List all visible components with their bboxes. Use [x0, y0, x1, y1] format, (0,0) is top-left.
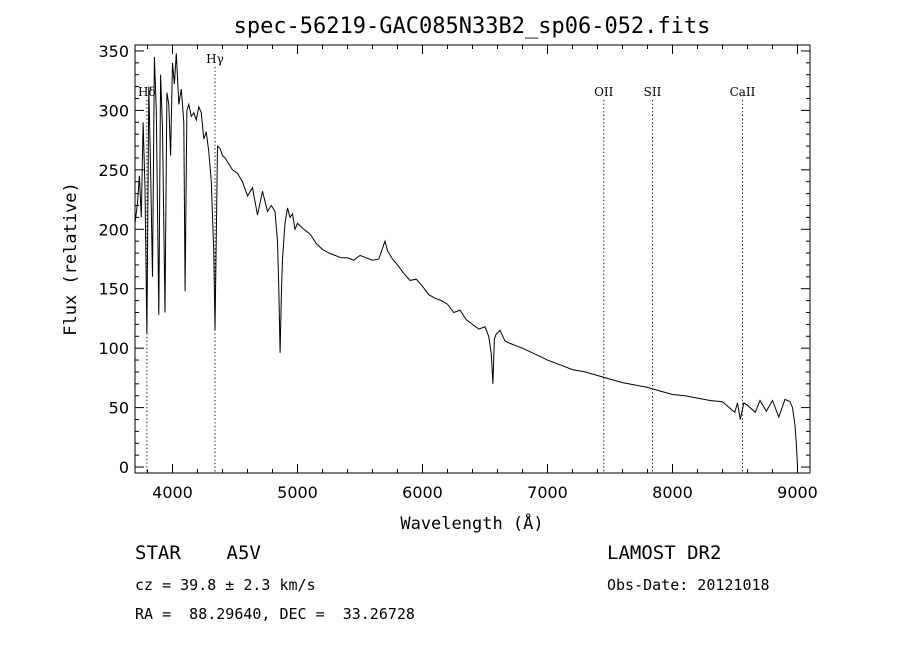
- redshift-info: cz = 39.8 ± 2.3 km/s: [135, 576, 316, 594]
- line-marker-label: SII: [644, 85, 662, 99]
- coordinates: RA = 88.29640, DEC = 33.26728: [135, 605, 415, 623]
- line-marker-label: OII: [594, 85, 614, 99]
- x-tick-label: 8000: [652, 483, 693, 502]
- obs-date: Obs-Date: 20121018: [607, 576, 770, 594]
- x-tick-label: 6000: [402, 483, 443, 502]
- x-tick-label: 4000: [152, 483, 193, 502]
- line-marker-label: Hγ: [206, 52, 224, 66]
- chart-title: spec-56219-GAC085N33B2_sp06-052.fits: [234, 14, 711, 39]
- y-tick-label: 350: [98, 42, 129, 61]
- y-tick-label: 300: [98, 101, 129, 120]
- x-axis-label: Wavelength (Å): [400, 512, 543, 534]
- object-type: STAR A5V: [135, 542, 261, 564]
- x-tick-label: 5000: [277, 483, 318, 502]
- y-tick-label: 200: [98, 220, 129, 239]
- x-tick-label: 7000: [527, 483, 568, 502]
- plot-frame: [134, 44, 811, 474]
- spectrum-line: [134, 53, 798, 468]
- survey-name: LAMOST DR2: [607, 542, 722, 564]
- line-marker-label: Hδ: [138, 85, 156, 99]
- line-marker-label: CaII: [730, 85, 756, 99]
- y-tick-label: 100: [98, 339, 129, 358]
- x-tick-label: 9000: [777, 483, 818, 502]
- y-axis-label: Flux (relative): [61, 182, 81, 336]
- y-tick-label: 150: [98, 280, 129, 299]
- y-tick-label: 250: [98, 161, 129, 180]
- y-tick-label: 0: [119, 458, 129, 477]
- y-tick-label: 50: [109, 399, 129, 418]
